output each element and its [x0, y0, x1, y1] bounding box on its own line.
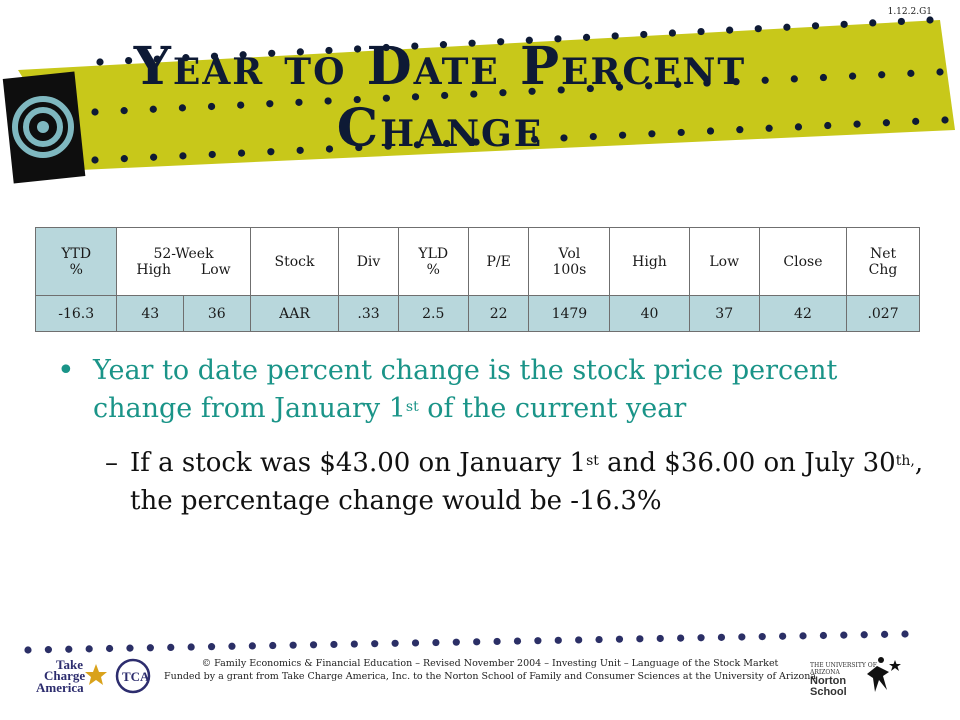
svg-text:TCA: TCA [122, 669, 150, 684]
col-52-week: 52-Week High Low [116, 227, 251, 296]
footer-line-2: Funded by a grant from Take Charge Ameri… [163, 671, 816, 682]
svg-text:America: America [36, 680, 84, 695]
col-low: Low [688, 227, 760, 296]
cell-close: 42 [758, 295, 848, 332]
cell-div: .33 [338, 295, 399, 332]
figure-star-logo [867, 657, 901, 692]
col-net-chg: Net Chg [846, 227, 920, 296]
title-banner [2, 16, 955, 184]
table-header-row: YTD% 52-Week High Low Stock Div YLD% P/E V… [34, 227, 920, 296]
bullet-dash-icon: – [105, 448, 118, 478]
bullet-example: – If a stock was $43.00 on January 1st a… [55, 444, 925, 520]
target-icon [12, 96, 74, 158]
university-of-arizona-logo: THE UNIVERSITY OF ARIZONA Norton School [810, 662, 877, 698]
svg-text:Take: Take [56, 657, 83, 672]
col-vol: Vol 100s [528, 227, 611, 296]
cell-52-low: 36 [183, 295, 251, 332]
cell-low: 37 [688, 295, 760, 332]
stock-quote-table: YTD% 52-Week High Low Stock Div YLD% P/E V… [34, 227, 920, 332]
col-close: Close [758, 227, 848, 296]
col-pe: P/E [467, 227, 530, 296]
svg-text:Charge: Charge [44, 668, 85, 683]
cell-stock: AAR [249, 295, 340, 332]
dotted-divider [24, 630, 909, 654]
col-high: High [609, 227, 690, 296]
cell-high: 40 [609, 295, 690, 332]
bullet-dot-icon: • [57, 353, 75, 388]
cell-net-chg: .027 [846, 295, 920, 332]
table-row: -16.3 43 36 AAR .33 2.5 22 1479 40 37 42… [34, 295, 920, 332]
take-charge-america-logo: Take Charge America TCA [36, 657, 151, 695]
cell-vol: 1479 [528, 295, 611, 332]
col-yld: YLD% [397, 227, 469, 296]
col-ytd: YTD% [34, 227, 118, 296]
slide-code: 1.12.2.G1 [887, 7, 932, 17]
cell-yld: 2.5 [397, 295, 469, 332]
cell-ytd: -16.3 [34, 295, 118, 332]
page-title: Year to Date Percent Change [133, 36, 747, 159]
footer-line-1: © Family Economics & Financial Education… [201, 658, 779, 669]
cell-pe: 22 [467, 295, 530, 332]
col-div: Div [338, 227, 399, 296]
col-stock: Stock [249, 227, 340, 296]
cell-52-high: 43 [116, 295, 184, 332]
bullet-list: • Year to date percent change is the sto… [55, 352, 925, 520]
footer-credits: © Family Economics & Financial Education… [150, 657, 830, 683]
bullet-definition: • Year to date percent change is the sto… [57, 353, 838, 424]
